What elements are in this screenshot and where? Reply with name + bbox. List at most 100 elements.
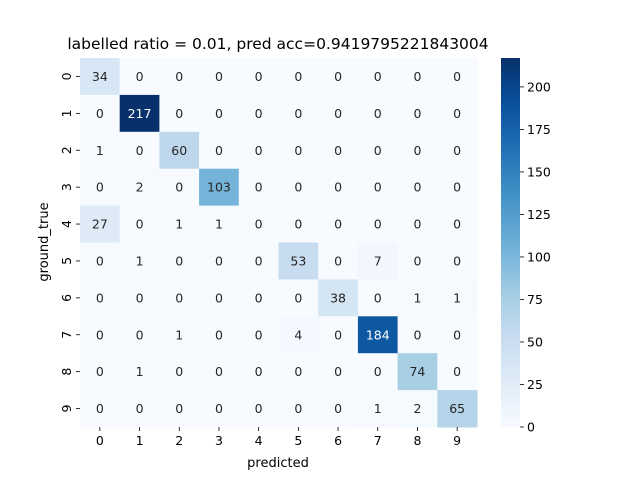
cell-value-label: 1 bbox=[175, 217, 183, 232]
heatmap-cell bbox=[357, 242, 399, 280]
y-tick-label: 3 bbox=[59, 183, 74, 191]
heatmap-cell bbox=[199, 353, 240, 391]
cell-value-label: 0 bbox=[294, 106, 302, 121]
cell-value-label: 0 bbox=[175, 180, 183, 195]
cell-value-label: 0 bbox=[175, 401, 183, 416]
heatmap-cell bbox=[397, 242, 438, 280]
cell-value-label: 0 bbox=[453, 180, 461, 195]
heatmap-cell bbox=[318, 205, 359, 243]
x-tick-label: 1 bbox=[136, 433, 144, 448]
heatmap-cell bbox=[199, 242, 240, 280]
heatmap-cell bbox=[238, 279, 279, 317]
heatmap-cell bbox=[397, 279, 438, 317]
heatmap-cell bbox=[278, 131, 319, 170]
cell-value-label: 0 bbox=[255, 364, 263, 379]
y-tick-label: 7 bbox=[59, 331, 74, 339]
heatmap-cell bbox=[278, 316, 319, 354]
x-axis-label: predicted bbox=[247, 456, 309, 471]
cell-value-label: 0 bbox=[413, 69, 421, 84]
cell-value-label: 0 bbox=[96, 253, 104, 268]
heatmap-cell bbox=[397, 131, 438, 170]
heatmap-cell bbox=[119, 168, 160, 207]
cell-value-label: 0 bbox=[255, 327, 263, 342]
heatmap-cell bbox=[199, 205, 240, 243]
cell-value-label: 0 bbox=[294, 69, 302, 84]
cell-value-label: 0 bbox=[215, 69, 223, 84]
heatmap-cell bbox=[278, 242, 319, 280]
heatmap-cell bbox=[318, 58, 359, 96]
heatmap-cell bbox=[238, 131, 279, 170]
cell-value-label: 0 bbox=[374, 106, 382, 121]
cell-value-label: 0 bbox=[413, 253, 421, 268]
cell-value-label: 0 bbox=[96, 401, 104, 416]
cell-value-label: 53 bbox=[290, 253, 306, 268]
cell-value-label: 0 bbox=[453, 143, 461, 158]
cell-value-label: 0 bbox=[294, 290, 302, 305]
heatmap-cell bbox=[119, 242, 160, 280]
heatmap-cell bbox=[318, 279, 359, 317]
heatmap-cell bbox=[357, 168, 399, 207]
heatmap-cell bbox=[437, 131, 478, 170]
x-tick-label: 0 bbox=[96, 433, 104, 448]
y-axis-ticks: 0 1 2 3 4 5 6 7 8 9 bbox=[59, 72, 80, 413]
heatmap-cell bbox=[437, 58, 478, 96]
cell-value-label: 0 bbox=[175, 106, 183, 121]
cell-value-label: 0 bbox=[334, 401, 342, 416]
x-tick-label: 6 bbox=[334, 433, 342, 448]
heatmap-cell bbox=[119, 205, 160, 243]
heatmap-cell bbox=[278, 353, 319, 391]
cell-value-label: 0 bbox=[175, 364, 183, 379]
heatmap-cell bbox=[199, 58, 240, 96]
x-tick-label: 3 bbox=[215, 433, 223, 448]
heatmap-cell bbox=[80, 390, 121, 428]
colorbar-tick-label: 150 bbox=[527, 164, 551, 179]
cell-value-label: 0 bbox=[255, 253, 263, 268]
cell-value-label: 0 bbox=[374, 364, 382, 379]
cell-value-label: 0 bbox=[294, 143, 302, 158]
cell-value-label: 4 bbox=[294, 327, 302, 342]
cell-value-label: 0 bbox=[175, 69, 183, 84]
heatmap-cell bbox=[397, 58, 438, 96]
cell-value-label: 0 bbox=[334, 217, 342, 232]
heatmap-cell bbox=[159, 205, 200, 243]
cell-value-label: 0 bbox=[96, 106, 104, 121]
cell-value-label: 0 bbox=[374, 290, 382, 305]
heatmap-cell bbox=[159, 316, 200, 354]
heatmap-cell bbox=[357, 353, 399, 391]
cell-value-label: 103 bbox=[207, 180, 231, 195]
x-tick-label: 7 bbox=[374, 433, 382, 448]
colorbar-tick-label: 25 bbox=[527, 377, 543, 392]
cell-value-label: 1 bbox=[96, 143, 104, 158]
cell-value-label: 7 bbox=[374, 253, 382, 268]
heatmap-cell bbox=[199, 94, 240, 133]
colorbar-tick-label: 175 bbox=[527, 122, 551, 137]
cell-value-label: 1 bbox=[453, 290, 461, 305]
colorbar-tick-label: 75 bbox=[527, 292, 543, 307]
x-tick-label: 9 bbox=[453, 433, 461, 448]
heatmap-cell bbox=[199, 316, 240, 354]
cell-value-label: 0 bbox=[334, 69, 342, 84]
heatmap-cell bbox=[437, 390, 478, 428]
cell-value-label: 1 bbox=[374, 401, 382, 416]
heatmap-cell bbox=[278, 58, 319, 96]
heatmap-cell bbox=[437, 316, 478, 354]
y-tick-label: 2 bbox=[59, 146, 74, 154]
heatmap-cell bbox=[437, 353, 478, 391]
y-tick-label: 5 bbox=[59, 257, 74, 265]
heatmap-cell bbox=[357, 316, 399, 354]
heatmap-cell bbox=[119, 131, 160, 170]
heatmap-cell bbox=[318, 131, 359, 170]
heatmap-cell bbox=[397, 353, 438, 391]
chart-title: labelled ratio = 0.01, pred acc=0.941979… bbox=[67, 35, 488, 53]
y-tick-label: 6 bbox=[59, 294, 74, 302]
cell-value-label: 0 bbox=[215, 290, 223, 305]
heatmap-cell bbox=[278, 279, 319, 317]
cell-value-label: 2 bbox=[136, 180, 144, 195]
cell-value-label: 0 bbox=[215, 364, 223, 379]
heatmap-cell bbox=[80, 168, 121, 207]
colorbar-tick-label: 0 bbox=[527, 420, 535, 435]
heatmap-cell bbox=[238, 242, 279, 280]
cell-value-label: 1 bbox=[413, 290, 421, 305]
cell-value-label: 0 bbox=[96, 290, 104, 305]
